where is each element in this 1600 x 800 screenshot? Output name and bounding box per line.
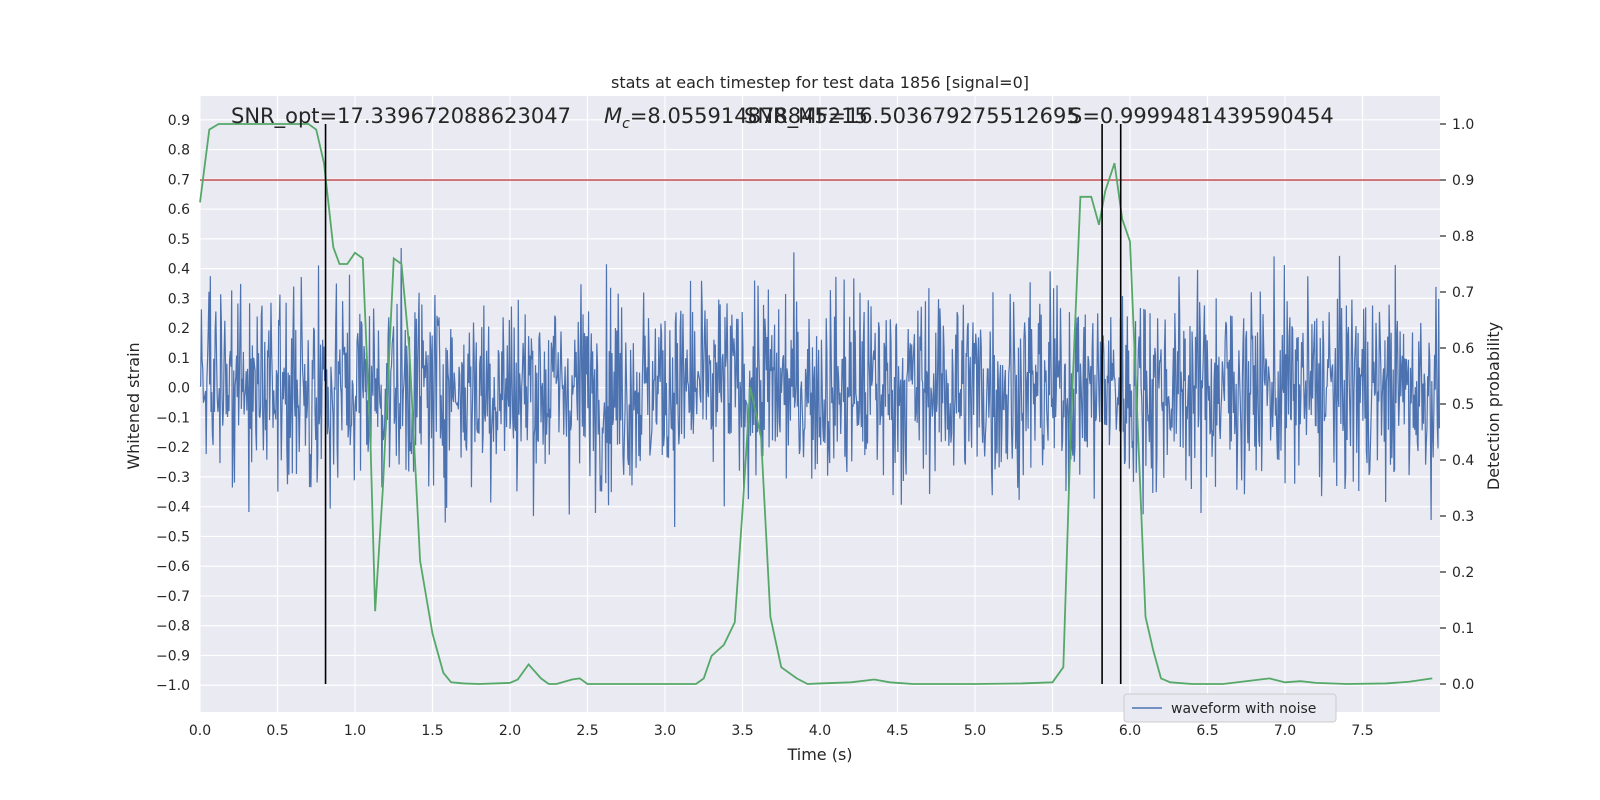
y-tick-label-left: 0.4: [168, 262, 190, 278]
annotation-snr-opt: SNR_opt=17.339672088623047: [231, 104, 571, 129]
y-tick-label-left: −0.4: [156, 500, 190, 516]
legend-box: [1123, 693, 1337, 723]
x-tick-label: 2.0: [499, 723, 521, 739]
y-tick-label-left: −0.5: [156, 529, 190, 545]
x-tick-label: 0.0: [189, 723, 211, 739]
y-tick-label-right: 0.7: [1452, 285, 1474, 301]
probability-line: [199, 123, 1433, 685]
axes: 0.0 0.5 1.0 1.5 2.0 2.5 3.0 3.5 4.0 4.5 5.0 5.5 6.0 6…: [156, 113, 1474, 739]
y-tick-label-left: −0.9: [156, 648, 190, 664]
y-tick-label-left: −0.3: [156, 470, 190, 486]
x-axis-title: Time (s): [786, 745, 852, 764]
y-tick-label-right: 1.0: [1452, 117, 1474, 133]
marker-lines: [324, 124, 1122, 684]
noise-series: [199, 248, 1440, 528]
y-tick-label-left: 0.9: [168, 113, 190, 129]
annotation-chirp-mass: Mc=8.055914878845215: [604, 104, 868, 132]
y-tick-label-right: 0.1: [1452, 621, 1474, 637]
y-tick-label-left: −1.0: [156, 678, 190, 694]
probability-series: [199, 123, 1440, 685]
x-tick-label: 0.5: [266, 723, 288, 739]
x-tick-label: 3.5: [731, 723, 753, 739]
y-tick-label-left: −0.7: [156, 589, 190, 605]
y-tick-label-left: 0.7: [168, 172, 190, 188]
x-tick-label: 7.5: [1351, 723, 1373, 739]
x-tick-label: 7.0: [1274, 723, 1296, 739]
x-tick-label: 5.0: [964, 723, 986, 739]
x-tick-label: 6.0: [1119, 723, 1141, 739]
y-tick-label-right: 0.9: [1452, 173, 1474, 189]
y-tick-label-right: 0.2: [1452, 565, 1474, 581]
y-tick-label-left: 0.2: [168, 321, 190, 337]
x-tick-label: 1.5: [421, 723, 443, 739]
legend-label: waveform with noise: [1171, 701, 1316, 717]
y-axis-title-left: Whitened strain: [124, 342, 143, 469]
y-tick-label-left: −0.2: [156, 440, 190, 456]
y-tick-label-left: 0.3: [168, 291, 190, 307]
y-tick-label-left: 0.6: [168, 202, 190, 218]
y-axis-title-right: Detection probability: [1484, 322, 1503, 490]
y-tick-label-left: −0.6: [156, 559, 190, 575]
y-tick-label-left: 0.0: [168, 381, 190, 397]
x-tick-label: 1.0: [344, 723, 366, 739]
legend: waveform with noise: [1123, 693, 1337, 723]
x-tick-label: 3.0: [654, 723, 676, 739]
x-tick-label: 6.5: [1196, 723, 1218, 739]
y-tick-label-left: −0.8: [156, 619, 190, 635]
annotation-snr-mf: SNR_MF=16.503679275512695: [744, 104, 1080, 129]
y-tick-label-left: 0.1: [168, 351, 190, 367]
y-tick-label-right: 0.4: [1452, 453, 1474, 469]
y-tick-label-right: 0.3: [1452, 509, 1474, 525]
y-tick-label-right: 0.5: [1452, 397, 1474, 413]
y-tick-label-right: 0.0: [1452, 677, 1474, 693]
y-tick-label-right: 0.8: [1452, 229, 1474, 245]
x-tick-label: 4.5: [886, 723, 908, 739]
x-tick-label: 5.5: [1041, 723, 1063, 739]
x-tick-label: 2.5: [576, 723, 598, 739]
y-tick-label-left: −0.1: [156, 410, 190, 426]
chart-title: stats at each timestep for test data 185…: [611, 73, 1029, 92]
y-tick-label-left: 0.5: [168, 232, 190, 248]
y-tick-label-right: 0.6: [1452, 341, 1474, 357]
annotation-s: S=0.9999481439590454: [1069, 104, 1334, 128]
noise-series-line: [199, 248, 1440, 528]
x-tick-label: 4.0: [809, 723, 831, 739]
y-tick-label-left: 0.8: [168, 143, 190, 159]
